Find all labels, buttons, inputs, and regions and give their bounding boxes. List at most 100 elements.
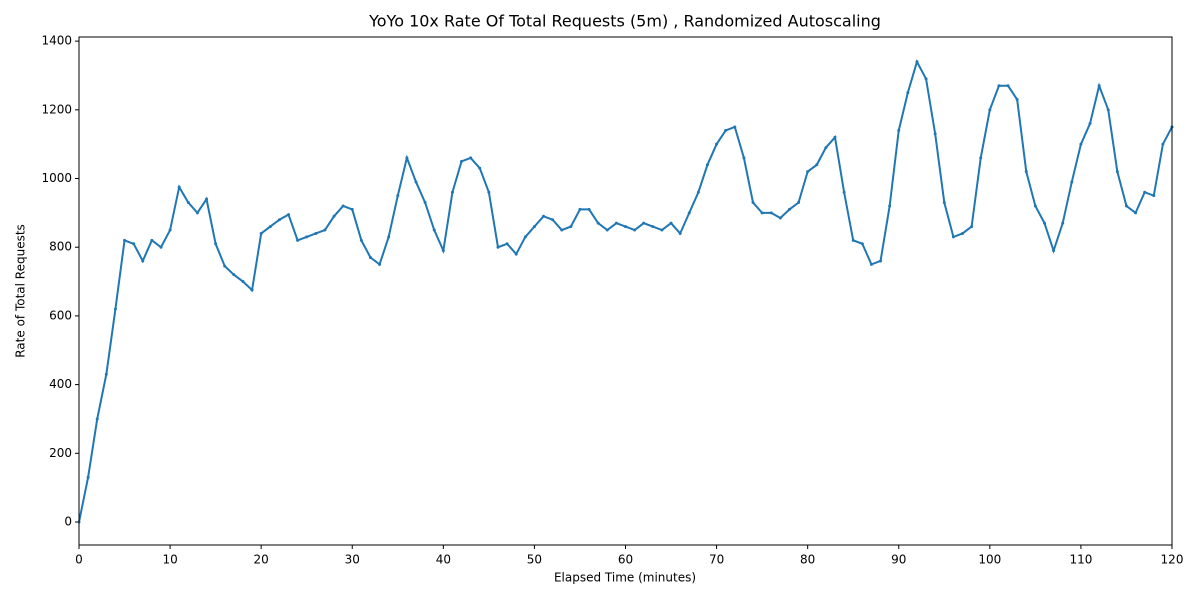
x-axis-label: Elapsed Time (minutes) <box>554 571 696 585</box>
point <box>1088 122 1092 126</box>
point <box>696 190 700 194</box>
point <box>1015 98 1019 102</box>
point <box>851 238 855 242</box>
point <box>478 166 482 170</box>
x-tick-label: 70 <box>709 553 724 567</box>
point <box>241 280 245 284</box>
y-tick-label: 200 <box>49 446 72 460</box>
point <box>141 259 145 263</box>
point <box>760 211 764 215</box>
point <box>341 204 345 208</box>
point <box>1052 249 1056 253</box>
point <box>724 128 728 132</box>
point <box>551 218 555 222</box>
point <box>569 225 573 229</box>
point <box>396 194 400 198</box>
point <box>205 197 209 201</box>
point <box>1061 221 1065 225</box>
point <box>405 156 409 160</box>
y-tick-label: 1000 <box>41 171 72 185</box>
point <box>605 228 609 232</box>
point <box>942 201 946 205</box>
y-tick-label: 800 <box>49 240 72 254</box>
point <box>705 163 709 167</box>
point <box>514 252 518 256</box>
point <box>387 235 391 239</box>
x-tick-label: 10 <box>162 553 177 567</box>
point <box>815 163 819 167</box>
point <box>715 142 719 146</box>
point <box>1006 84 1010 88</box>
point <box>560 228 564 232</box>
point <box>979 156 983 160</box>
point <box>441 249 445 253</box>
point <box>1106 108 1110 112</box>
point <box>869 262 873 266</box>
x-tick-label: 30 <box>345 553 360 567</box>
x-tick-label: 0 <box>75 553 83 567</box>
point <box>132 242 136 246</box>
point <box>1152 194 1156 198</box>
point <box>614 221 618 225</box>
point <box>1033 204 1037 208</box>
point <box>168 228 172 232</box>
x-tick-label: 90 <box>891 553 906 567</box>
point <box>733 125 737 129</box>
point <box>1161 142 1165 146</box>
point <box>496 245 500 249</box>
point <box>970 225 974 229</box>
y-tick-label: 1400 <box>41 34 72 48</box>
point <box>368 256 372 260</box>
point <box>642 221 646 225</box>
point <box>596 221 600 225</box>
point <box>1134 211 1138 215</box>
point <box>1042 221 1046 225</box>
point <box>806 170 810 174</box>
point <box>687 211 691 215</box>
point <box>751 201 755 205</box>
point <box>1097 84 1101 88</box>
point <box>286 213 290 217</box>
point <box>542 214 546 218</box>
point <box>651 225 655 229</box>
point <box>359 238 363 242</box>
point <box>797 201 801 205</box>
point <box>924 77 928 81</box>
point <box>1143 190 1147 194</box>
point <box>842 190 846 194</box>
point <box>177 185 181 189</box>
point <box>1115 170 1119 174</box>
point <box>159 245 163 249</box>
point <box>769 211 773 215</box>
point <box>314 231 318 235</box>
point <box>824 146 828 150</box>
plot-frame <box>78 36 1173 546</box>
point <box>997 84 1001 88</box>
point <box>232 273 236 277</box>
point <box>961 231 965 235</box>
point <box>897 128 901 132</box>
line <box>78 59 1173 523</box>
point <box>423 201 427 205</box>
point <box>450 190 454 194</box>
point <box>305 235 309 239</box>
point <box>860 242 864 246</box>
point <box>933 132 937 136</box>
point <box>915 60 919 64</box>
x-tick-label: 60 <box>618 553 633 567</box>
point <box>95 417 99 421</box>
point <box>532 225 536 229</box>
point <box>296 238 300 242</box>
x-tick-label: 80 <box>800 553 815 567</box>
y-tick-label: 0 <box>64 514 72 528</box>
point <box>113 307 117 311</box>
point <box>150 238 154 242</box>
point <box>678 231 682 235</box>
point <box>414 180 418 184</box>
x-tick-label: 20 <box>254 553 269 567</box>
point <box>432 228 436 232</box>
x-tick-label: 40 <box>436 553 451 567</box>
y-tick-label: 400 <box>49 377 72 391</box>
chart-title: YoYo 10x Rate Of Total Requests (5m) , R… <box>368 12 881 31</box>
